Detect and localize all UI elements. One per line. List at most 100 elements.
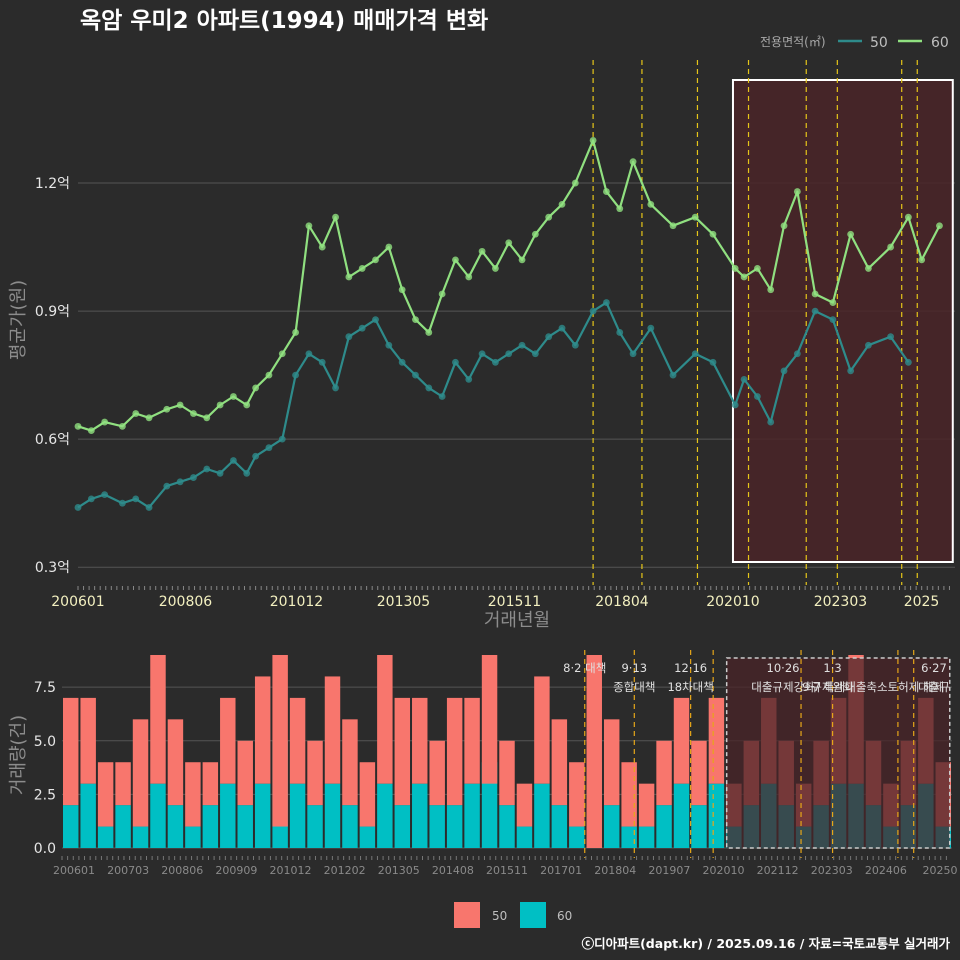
price-point-50 <box>865 341 872 349</box>
volume-policy-label-line2: 대출규 <box>918 680 950 694</box>
price-point-50 <box>425 384 433 392</box>
price-point-50 <box>385 341 393 349</box>
price-point-60 <box>780 222 788 230</box>
volume-y-axis: 0.0 2.5 5.0 7.5 <box>34 680 56 857</box>
price-point-60 <box>412 316 419 324</box>
price-point-60 <box>531 230 539 238</box>
volume-bar-50 <box>342 719 358 806</box>
price-point-60 <box>691 213 699 221</box>
volume-bar-50 <box>429 740 445 806</box>
volume-policy-label-line2: 대출규제강화 <box>751 680 815 694</box>
volume-bar-50 <box>220 697 236 784</box>
price-x-tick-label: 2025 <box>904 594 940 610</box>
volume-bar-60 <box>464 783 480 848</box>
volume-bar-50 <box>446 697 463 806</box>
price-point-60 <box>332 213 339 221</box>
volume-bar-50 <box>307 740 323 806</box>
price-point-50 <box>709 358 717 366</box>
price-point-60 <box>176 401 184 409</box>
volume-bar-60 <box>359 826 376 848</box>
volume-x-tick-label: 200703 <box>107 864 149 877</box>
price-point-60 <box>216 401 224 409</box>
price-chart: 0.3억 0.6억 0.9억 1.2억 200601 200806 201012 20130… <box>8 60 955 631</box>
volume-bar-50 <box>97 762 114 827</box>
price-point-50 <box>278 435 286 443</box>
price-point-50 <box>811 307 819 315</box>
price-point-50 <box>74 504 82 511</box>
volume-y-tick-label: 5.0 <box>34 734 56 750</box>
price-y-tick-label: 0.9억 <box>35 304 70 320</box>
price-point-50 <box>358 324 366 332</box>
price-point-50 <box>904 358 912 366</box>
price-point-50 <box>176 478 184 486</box>
price-x-tick-label: 202010 <box>706 594 759 610</box>
price-point-60 <box>190 410 197 417</box>
price-point-60 <box>669 222 677 230</box>
volume-bar-50 <box>237 740 253 806</box>
price-point-60 <box>305 222 313 230</box>
volume-bar-50 <box>586 655 602 848</box>
volume-policy-label-line1: 9·13 <box>621 661 647 675</box>
price-point-50 <box>305 350 313 358</box>
volume-bar-60 <box>708 783 725 848</box>
price-point-50 <box>132 495 140 503</box>
volume-policy-label-line2: 종합대책 <box>613 680 655 694</box>
volume-y-axis-title: 거래량(건) <box>8 715 29 795</box>
volume-bar-50 <box>289 697 306 784</box>
price-point-50 <box>398 358 406 366</box>
volume-bar-50 <box>63 697 79 806</box>
volume-bar-60 <box>516 826 533 848</box>
price-point-50 <box>438 393 446 400</box>
volume-policy-label-line1: 6·27 <box>921 661 947 675</box>
bottom-legend: 50 60 <box>454 902 572 928</box>
volume-bar-60 <box>638 826 655 848</box>
volume-bar-60 <box>150 783 166 848</box>
volume-bar-60 <box>673 783 690 848</box>
volume-bar-60 <box>324 783 341 848</box>
volume-bar-60 <box>394 805 411 848</box>
price-point-60 <box>647 200 655 208</box>
volume-bar-60 <box>97 826 114 848</box>
price-point-60 <box>87 427 95 435</box>
volume-bar-50 <box>115 762 131 806</box>
volume-bar-50 <box>377 655 393 784</box>
price-point-60 <box>829 299 837 306</box>
volume-x-tick-label: 201907 <box>648 864 690 877</box>
price-y-axis: 0.3억 0.6억 0.9억 1.2억 <box>35 176 70 576</box>
price-point-60 <box>398 286 406 294</box>
volume-bar-50 <box>516 783 533 827</box>
price-point-50 <box>571 341 579 349</box>
price-x-tick-label: 201305 <box>377 594 430 610</box>
price-x-axis: 200601 200806 201012 201305 201511 201804 2020… <box>51 586 950 610</box>
volume-bar-60 <box>534 783 550 848</box>
volume-bar-60 <box>656 805 672 848</box>
price-x-tick-label: 200806 <box>159 594 213 610</box>
volume-bar-60 <box>621 826 637 848</box>
volume-bar-50 <box>673 697 690 784</box>
price-point-50 <box>87 495 95 503</box>
volume-bar-60 <box>220 783 236 848</box>
price-point-60 <box>847 230 855 238</box>
volume-bar-60 <box>254 783 271 848</box>
volume-x-tick-label: 200909 <box>215 864 257 877</box>
volume-bar-60 <box>429 805 445 848</box>
price-point-50 <box>531 350 539 358</box>
price-x-tick-label: 200601 <box>51 594 104 610</box>
price-point-60 <box>904 213 912 221</box>
price-point-50 <box>372 316 379 324</box>
price-point-60 <box>203 414 211 422</box>
price-point-60 <box>425 329 433 336</box>
volume-x-tick-label: 202303 <box>811 864 853 877</box>
top-legend: 전용면적(㎡) 50 60 <box>760 35 949 51</box>
volume-bar-60 <box>691 805 707 848</box>
volume-bar-50 <box>150 655 166 784</box>
price-point-50 <box>616 329 624 336</box>
price-point-50 <box>731 401 739 409</box>
volume-bar-60 <box>167 805 184 848</box>
bottom-legend-swatch-60 <box>520 902 546 928</box>
volume-bar-60 <box>377 783 393 848</box>
price-y-tick-label: 0.3억 <box>35 560 70 576</box>
price-point-50 <box>203 465 211 473</box>
volume-x-tick-label: 201012 <box>270 864 312 877</box>
